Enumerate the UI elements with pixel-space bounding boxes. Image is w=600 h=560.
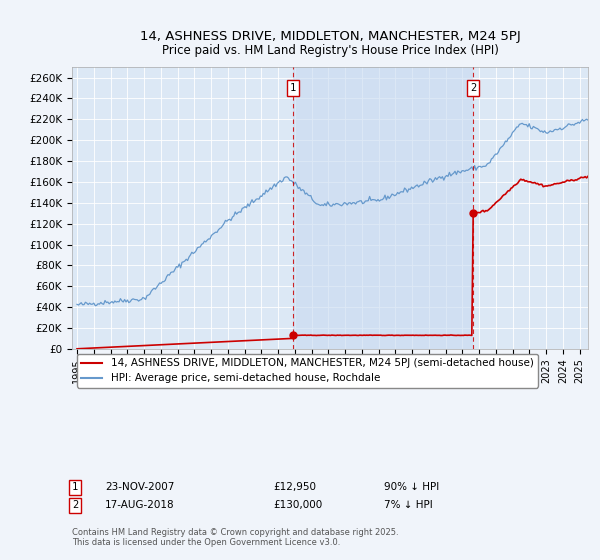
Text: 14, ASHNESS DRIVE, MIDDLETON, MANCHESTER, M24 5PJ: 14, ASHNESS DRIVE, MIDDLETON, MANCHESTER… [140, 30, 520, 43]
Text: 1: 1 [290, 83, 296, 93]
Text: £130,000: £130,000 [273, 500, 322, 510]
Text: 7% ↓ HPI: 7% ↓ HPI [384, 500, 433, 510]
Text: 90% ↓ HPI: 90% ↓ HPI [384, 482, 439, 492]
Text: 2: 2 [470, 83, 476, 93]
Text: Contains HM Land Registry data © Crown copyright and database right 2025.
This d: Contains HM Land Registry data © Crown c… [72, 528, 398, 547]
Bar [293, 67, 473, 349]
Text: 2: 2 [72, 500, 78, 510]
Text: 23-NOV-2007: 23-NOV-2007 [105, 482, 175, 492]
Text: 17-AUG-2018: 17-AUG-2018 [105, 500, 175, 510]
Text: 1: 1 [72, 482, 78, 492]
Legend: 14, ASHNESS DRIVE, MIDDLETON, MANCHESTER, M24 5PJ (semi-detached house), HPI: Av: 14, ASHNESS DRIVE, MIDDLETON, MANCHESTER… [77, 354, 538, 388]
Text: Price paid vs. HM Land Registry's House Price Index (HPI): Price paid vs. HM Land Registry's House … [161, 44, 499, 57]
Text: £12,950: £12,950 [273, 482, 316, 492]
